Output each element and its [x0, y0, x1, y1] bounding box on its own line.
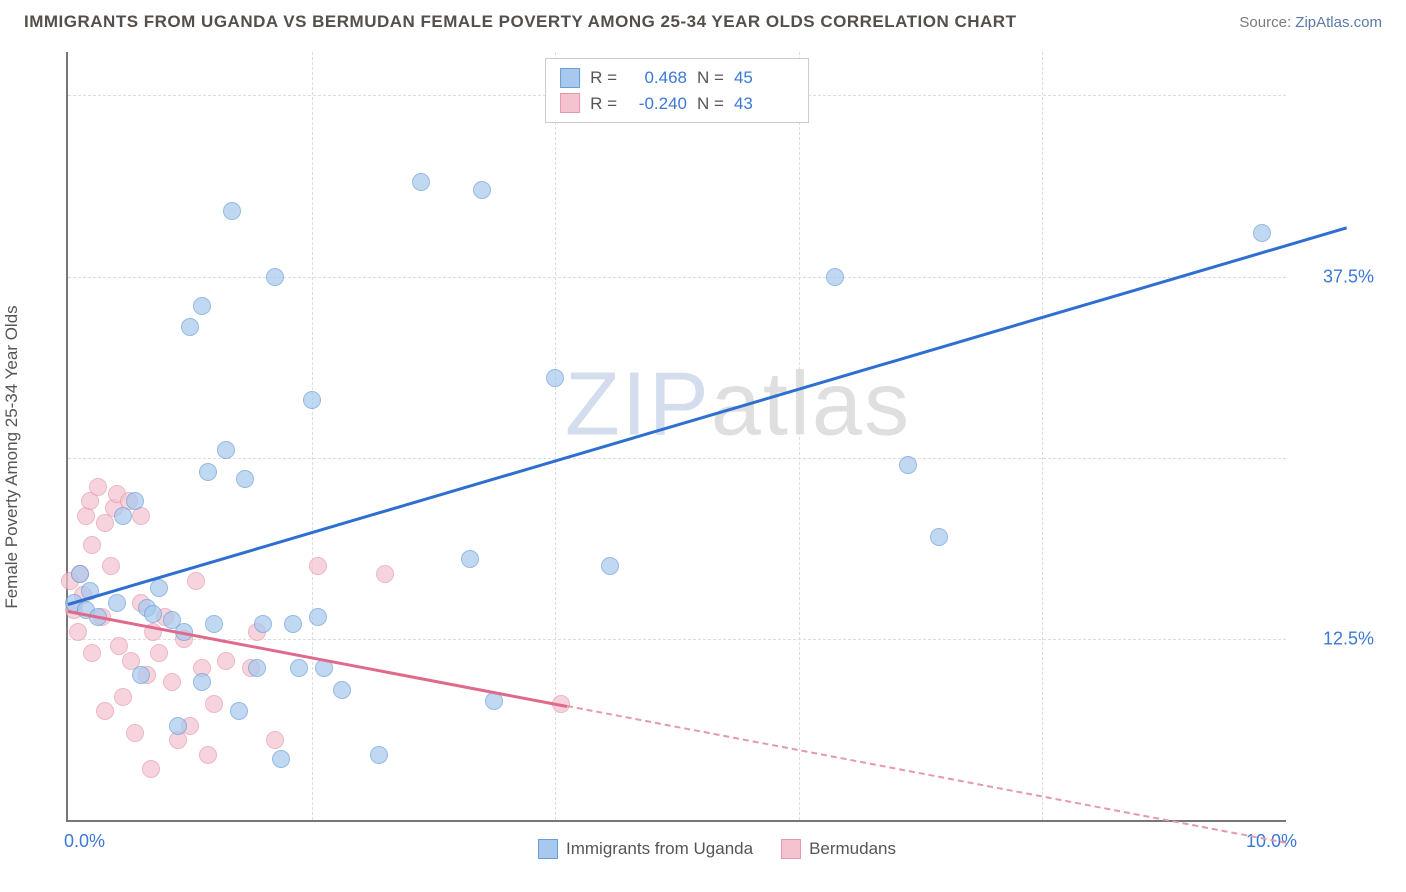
data-point: [69, 623, 87, 641]
data-point: [266, 731, 284, 749]
data-point: [248, 659, 266, 677]
watermark-zip: ZIP: [565, 355, 711, 455]
data-point: [899, 456, 917, 474]
data-point: [309, 608, 327, 626]
chart-area: Female Poverty Among 25-34 Year Olds ZIP…: [48, 52, 1386, 862]
data-point: [376, 565, 394, 583]
data-point: [144, 605, 162, 623]
data-point: [266, 268, 284, 286]
legend-swatch: [781, 839, 801, 859]
data-point: [217, 441, 235, 459]
data-point: [150, 644, 168, 662]
data-point: [96, 702, 114, 720]
gridline-v: [799, 52, 800, 820]
data-point: [169, 717, 187, 735]
data-point: [412, 173, 430, 191]
data-point: [142, 760, 160, 778]
data-point: [126, 492, 144, 510]
data-point: [461, 550, 479, 568]
trend-line: [567, 705, 1286, 844]
data-point: [205, 695, 223, 713]
data-point: [102, 557, 120, 575]
n-value-uganda: 45: [734, 65, 794, 91]
legend-item: Immigrants from Uganda: [538, 839, 753, 859]
data-point: [546, 369, 564, 387]
data-point: [284, 615, 302, 633]
data-point: [83, 536, 101, 554]
chart-title: IMMIGRANTS FROM UGANDA VS BERMUDAN FEMAL…: [24, 12, 1016, 32]
data-point: [132, 666, 150, 684]
data-point: [473, 181, 491, 199]
gridline-v: [312, 52, 313, 820]
data-point: [236, 470, 254, 488]
data-point: [89, 478, 107, 496]
data-point: [114, 688, 132, 706]
data-point: [193, 673, 211, 691]
legend-label: Bermudans: [809, 839, 896, 859]
data-point: [1253, 224, 1271, 242]
data-point: [150, 579, 168, 597]
data-point: [71, 565, 89, 583]
y-tick-label: 37.5%: [1323, 266, 1374, 287]
x-tick-label: 0.0%: [64, 831, 105, 852]
swatch-uganda: [560, 68, 580, 88]
y-axis-label: Female Poverty Among 25-34 Year Olds: [2, 305, 22, 608]
data-point: [205, 615, 223, 633]
r-value-uganda: 0.468: [627, 65, 687, 91]
data-point: [309, 557, 327, 575]
data-point: [114, 507, 132, 525]
data-point: [370, 746, 388, 764]
stats-row-uganda: R = 0.468 N = 45: [560, 65, 794, 91]
data-point: [303, 391, 321, 409]
data-point: [272, 750, 290, 768]
data-point: [223, 202, 241, 220]
data-point: [930, 528, 948, 546]
data-point: [230, 702, 248, 720]
data-point: [333, 681, 351, 699]
data-point: [601, 557, 619, 575]
legend-swatch: [538, 839, 558, 859]
r-label: R =: [590, 65, 617, 91]
gridline-v: [1042, 52, 1043, 820]
gridline-h: [68, 458, 1286, 459]
stats-legend: R = 0.468 N = 45 R = -0.240 N = 43: [545, 58, 809, 123]
series-legend: Immigrants from Uganda Bermudans: [538, 839, 896, 859]
data-point: [826, 268, 844, 286]
n-label: N =: [697, 91, 724, 117]
header: IMMIGRANTS FROM UGANDA VS BERMUDAN FEMAL…: [0, 0, 1406, 40]
data-point: [181, 318, 199, 336]
data-point: [254, 615, 272, 633]
data-point: [199, 463, 217, 481]
data-point: [163, 673, 181, 691]
y-tick-label: 12.5%: [1323, 628, 1374, 649]
gridline-h: [68, 277, 1286, 278]
n-label: N =: [697, 65, 724, 91]
stats-row-bermudans: R = -0.240 N = 43: [560, 91, 794, 117]
data-point: [217, 652, 235, 670]
source-prefix: Source:: [1239, 14, 1295, 31]
r-value-bermudans: -0.240: [627, 91, 687, 117]
source-link[interactable]: ZipAtlas.com: [1295, 14, 1382, 31]
data-point: [126, 724, 144, 742]
data-point: [199, 746, 217, 764]
swatch-bermudans: [560, 93, 580, 113]
trend-line: [68, 226, 1348, 606]
n-value-bermudans: 43: [734, 91, 794, 117]
data-point: [108, 594, 126, 612]
plot-region: ZIPatlas R = 0.468 N = 45 R = -0.240 N =…: [66, 52, 1286, 822]
data-point: [290, 659, 308, 677]
legend-item: Bermudans: [781, 839, 896, 859]
data-point: [193, 297, 211, 315]
data-point: [83, 644, 101, 662]
data-point: [187, 572, 205, 590]
legend-label: Immigrants from Uganda: [566, 839, 753, 859]
source-line: Source: ZipAtlas.com: [1239, 14, 1382, 31]
r-label: R =: [590, 91, 617, 117]
x-tick-label: 10.0%: [1246, 831, 1297, 852]
